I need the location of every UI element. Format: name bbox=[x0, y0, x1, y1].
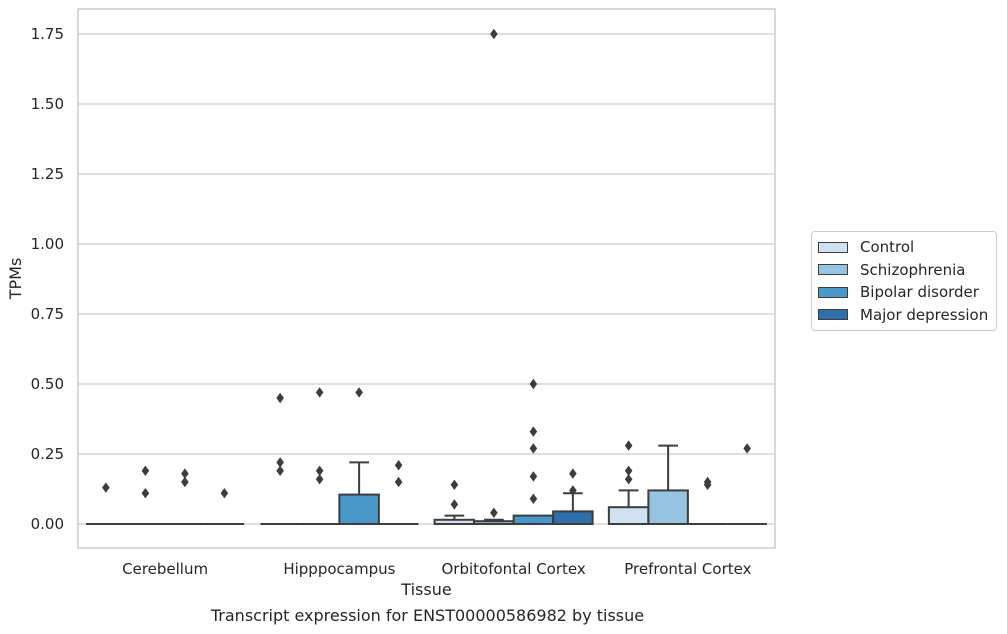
box-group bbox=[299, 387, 340, 525]
y-tick-label: 0.00 bbox=[31, 515, 64, 533]
outlier-point bbox=[529, 378, 538, 390]
chart-caption: Transcript expression for ENST0000058698… bbox=[210, 606, 645, 625]
outlier-point bbox=[315, 465, 324, 476]
box-group bbox=[165, 468, 205, 525]
legend-item-control: Control bbox=[818, 236, 996, 259]
x-axis-ticks: Cerebellum Hipppocampus Orbitofontal Corte… bbox=[122, 560, 751, 578]
legend-swatch bbox=[818, 286, 848, 298]
outlier-point bbox=[450, 479, 459, 490]
box-group bbox=[86, 482, 126, 525]
y-tick-label: 0.75 bbox=[31, 305, 64, 323]
legend-swatch bbox=[818, 241, 848, 253]
box-group bbox=[473, 28, 515, 526]
box-group bbox=[433, 479, 476, 525]
y-tick-label: 1.00 bbox=[31, 235, 64, 253]
outlier-point bbox=[450, 499, 459, 510]
outlier-point bbox=[141, 465, 150, 476]
plot-area-frame bbox=[77, 8, 776, 549]
legend: Control Schizophrenia Bipolar disorder M… bbox=[811, 231, 997, 331]
outlier-point bbox=[569, 468, 577, 479]
outlier-point bbox=[394, 460, 403, 471]
outlier-point bbox=[529, 426, 538, 437]
box-group bbox=[260, 392, 300, 525]
box-group bbox=[204, 488, 245, 525]
outlier-point bbox=[529, 471, 538, 482]
box-group bbox=[687, 476, 728, 525]
gridlines bbox=[78, 33, 775, 525]
outlier-point bbox=[315, 474, 324, 485]
outlier-point bbox=[624, 474, 633, 485]
outlier-point bbox=[394, 476, 403, 488]
box bbox=[512, 514, 555, 525]
box-group bbox=[512, 378, 555, 525]
outlier-point bbox=[624, 465, 633, 476]
y-tick-label: 1.75 bbox=[31, 25, 64, 43]
box bbox=[647, 489, 689, 525]
legend-label: Bipolar disorder bbox=[860, 283, 979, 302]
outlier-point bbox=[703, 479, 712, 490]
x-tick-label: Orbitofontal Cortex bbox=[442, 560, 586, 578]
outlier-point bbox=[569, 485, 577, 496]
legend-item-bipolar-disorder: Bipolar disorder bbox=[818, 281, 996, 304]
outlier-point bbox=[276, 392, 284, 404]
legend-item-major-depression: Major depression bbox=[818, 304, 996, 327]
legend-item-schizophrenia: Schizophrenia bbox=[818, 259, 996, 282]
boxes bbox=[86, 28, 767, 526]
y-axis-title: TPMs bbox=[6, 258, 25, 301]
legend-label: Major depression bbox=[860, 305, 989, 324]
outlier-point bbox=[490, 28, 498, 40]
outlier-point bbox=[529, 493, 538, 504]
x-tick-label: Cerebellum bbox=[122, 560, 208, 578]
box-group bbox=[378, 460, 419, 525]
outlier-point bbox=[490, 507, 498, 518]
box bbox=[338, 493, 380, 526]
box-group bbox=[607, 440, 650, 526]
y-tick-label: 1.25 bbox=[31, 165, 64, 183]
y-axis-ticks: 0.00 0.25 0.50 0.75 1.00 1.25 1.50 1.75 bbox=[31, 25, 64, 533]
outlier-point bbox=[743, 443, 751, 454]
outlier-point bbox=[220, 488, 229, 499]
box-group bbox=[727, 443, 767, 525]
legend-label: Control bbox=[860, 238, 915, 257]
outlier-point bbox=[315, 387, 324, 398]
outlier-point bbox=[624, 440, 633, 451]
x-tick-label: Hipppocampus bbox=[283, 560, 395, 578]
outlier-point bbox=[276, 457, 284, 468]
outlier-point bbox=[181, 468, 189, 479]
outlier-point bbox=[102, 482, 110, 493]
outlier-point bbox=[529, 443, 538, 454]
x-tick-label: Prefrontal Cortex bbox=[624, 560, 751, 578]
box-group bbox=[125, 465, 166, 525]
box-group bbox=[338, 387, 380, 526]
x-axis-title: Tissue bbox=[400, 580, 451, 599]
outlier-point bbox=[141, 488, 150, 499]
y-tick-label: 1.50 bbox=[31, 95, 64, 113]
legend-swatch bbox=[818, 264, 848, 276]
outlier-point bbox=[276, 465, 284, 476]
outlier-point bbox=[355, 387, 363, 398]
legend-swatch bbox=[818, 309, 848, 321]
legend-label: Schizophrenia bbox=[860, 260, 966, 279]
box bbox=[607, 506, 650, 526]
box bbox=[552, 510, 594, 525]
box-group bbox=[552, 468, 594, 525]
y-tick-label: 0.50 bbox=[31, 375, 64, 393]
outlier-point bbox=[181, 476, 189, 488]
y-tick-label: 0.25 bbox=[31, 445, 64, 463]
box-group bbox=[647, 444, 689, 525]
